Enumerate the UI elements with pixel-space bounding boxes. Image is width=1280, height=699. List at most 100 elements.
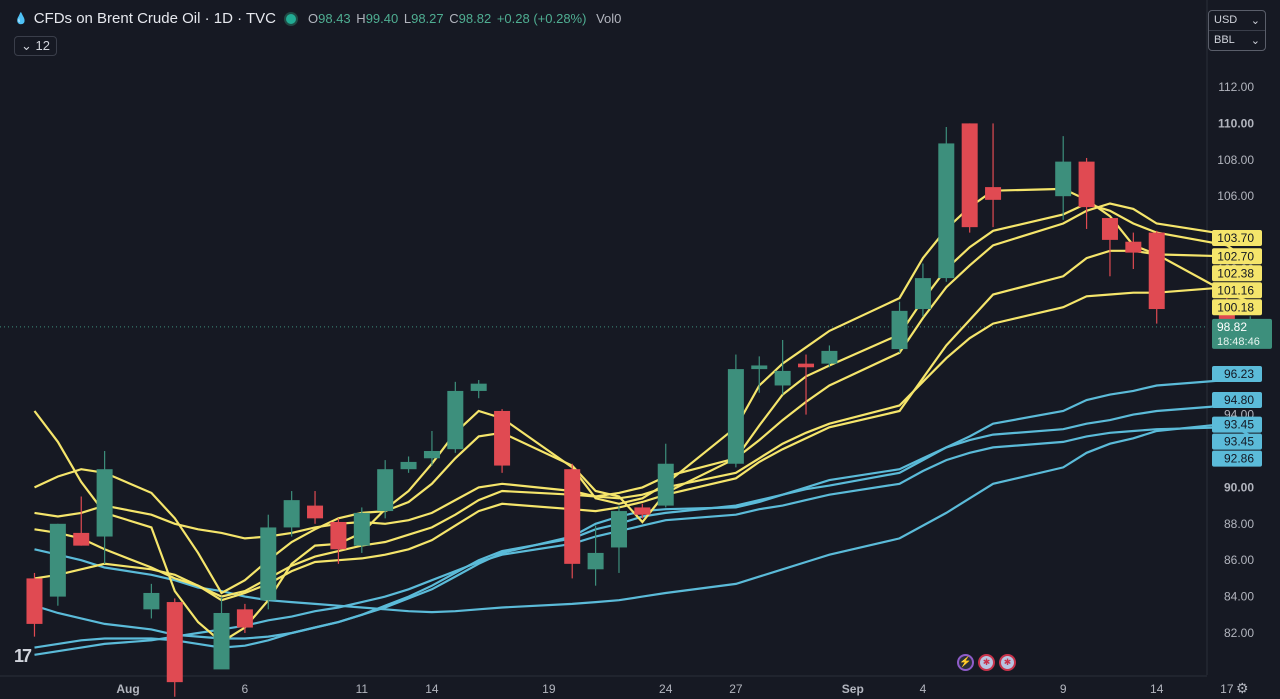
event-markers: ⚡ ✱ ✱	[957, 654, 1016, 671]
symbol-title[interactable]: CFDs on Brent Crude Oil · 1D · TVC	[33, 10, 276, 27]
candle-up	[751, 365, 768, 370]
price-axis-label-text: 103.70	[1217, 231, 1254, 245]
y-tick-label: 110.00	[1218, 116, 1254, 130]
candle-down	[961, 123, 978, 228]
moving-average-yellow	[34, 283, 1251, 540]
price-axis-label-text: 94.80	[1224, 393, 1254, 407]
x-tick-label: 11	[356, 682, 369, 696]
gear-icon[interactable]: ⚙	[1236, 680, 1249, 696]
y-tick-label: 106.00	[1217, 189, 1254, 203]
x-tick-label: 14	[1150, 682, 1164, 696]
y-tick-label: 112.00	[1218, 80, 1254, 94]
price-axis-label	[1212, 392, 1262, 409]
candle-down	[330, 521, 347, 550]
open-value: 98.43	[318, 11, 351, 26]
price-axis-label-text: 92.86	[1224, 452, 1254, 466]
currency-selector[interactable]: USD ⌄	[1214, 14, 1260, 27]
us-flag-icon[interactable]: ✱	[978, 654, 995, 671]
y-tick-label: 82.00	[1224, 626, 1254, 640]
price-axis-label	[1212, 416, 1262, 433]
y-tick-label: 86.00	[1224, 553, 1254, 567]
price-axis-label	[1212, 248, 1262, 265]
candle-up	[587, 552, 604, 570]
unit-selector[interactable]: USD ⌄ BBL ⌄	[1208, 10, 1266, 51]
y-tick-label: 90.00	[1224, 480, 1254, 494]
price-axis-label-text: 101.16	[1217, 283, 1254, 297]
symbol-header: 💧 CFDs on Brent Crude Oil · 1D · TVC O98…	[14, 10, 623, 27]
x-tick-label: 4	[920, 682, 927, 696]
y-tick-label: 84.00	[1224, 590, 1254, 604]
candle-up	[774, 370, 791, 386]
price-axis-label-text: 102.38	[1217, 266, 1254, 280]
candle-down	[1125, 241, 1142, 253]
candle-up	[423, 451, 440, 459]
candle-up	[891, 310, 908, 350]
market-status-dot[interactable]	[286, 13, 296, 24]
price-axis-label	[1212, 299, 1262, 316]
candle-down	[236, 609, 253, 628]
candle-up	[938, 143, 955, 279]
price-axis-label	[1212, 265, 1262, 282]
x-tick-label: Aug	[116, 682, 139, 696]
candle-up	[821, 350, 838, 364]
moving-average-yellow	[34, 202, 1251, 595]
candle-down	[985, 187, 1002, 200]
candle-up	[447, 390, 464, 450]
close-value: 98.82	[458, 11, 492, 26]
x-tick-label: 9	[1060, 682, 1067, 696]
candle-up	[353, 512, 370, 546]
price-axis-label-text: 93.45	[1224, 435, 1254, 449]
x-tick-label: 17	[1220, 682, 1234, 696]
bolt-icon[interactable]: ⚡	[957, 654, 974, 671]
moving-average-yellow	[34, 202, 1251, 598]
x-tick-label: 24	[659, 682, 673, 696]
volume-value: 0	[614, 11, 622, 26]
us-flag-icon[interactable]: ✱	[999, 654, 1016, 671]
change-value: +0.28 (+0.28%)	[496, 11, 587, 26]
x-tick-label: 19	[542, 682, 556, 696]
x-tick-label: 27	[729, 682, 743, 696]
indicators-collapse-button[interactable]: ⌄ 12	[14, 36, 57, 56]
candle-up	[727, 369, 744, 464]
candle-up	[213, 612, 230, 670]
y-tick-label: 88.00	[1224, 517, 1254, 531]
candle-down	[634, 507, 651, 515]
candle-up	[96, 469, 113, 537]
x-tick-label: 6	[242, 682, 249, 696]
x-tick-label: 14	[425, 682, 439, 696]
tradingview-logo[interactable]: 17	[14, 646, 32, 666]
drop-icon: 💧	[14, 13, 28, 25]
candle-up	[657, 463, 674, 506]
candle-up	[49, 523, 66, 597]
candle-up	[400, 461, 417, 470]
candle-up	[283, 500, 300, 528]
price-axis-label-text: 102.70	[1217, 249, 1254, 263]
price-axis-label-text: 93.45	[1224, 418, 1254, 432]
candle-up	[470, 383, 487, 391]
candle-up	[1055, 161, 1072, 197]
price-axis-label	[1212, 230, 1262, 247]
candle-down	[494, 410, 511, 466]
candle-up	[260, 527, 277, 601]
candle-up	[914, 278, 931, 310]
candle-up	[610, 511, 627, 548]
candle-down	[26, 578, 43, 624]
price-axis-label	[1212, 366, 1262, 383]
candle-down	[1078, 161, 1095, 208]
candle-down	[166, 602, 183, 683]
candle-down	[307, 505, 324, 519]
price-axis-label-text: 100.18	[1217, 300, 1254, 314]
candle-down	[1148, 232, 1165, 310]
candle-down	[564, 469, 581, 564]
price-axis-label	[1212, 433, 1262, 450]
candle-down	[73, 532, 90, 546]
unit-of-measure-selector[interactable]: BBL ⌄	[1209, 30, 1265, 50]
candle-down	[1101, 218, 1118, 240]
price-axis-label	[1212, 282, 1262, 299]
bar-countdown: 18:48:46	[1217, 336, 1260, 348]
moving-average-blue	[34, 422, 1251, 614]
price-axis-label-text: 96.23	[1224, 367, 1254, 381]
low-value: 98.27	[411, 11, 444, 26]
